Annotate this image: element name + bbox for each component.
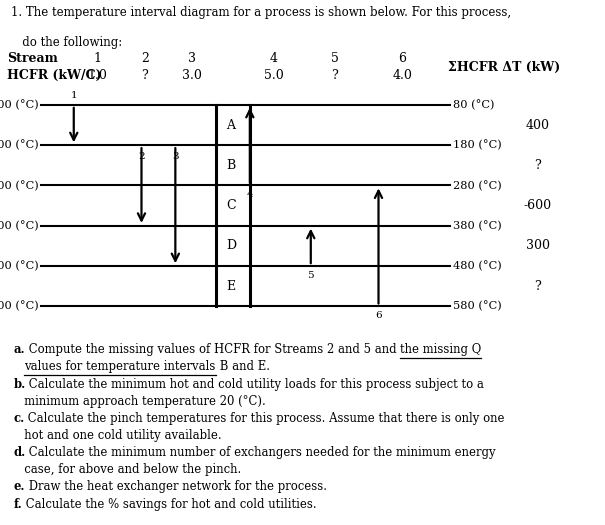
Text: a.: a.: [13, 343, 25, 356]
Text: 4: 4: [246, 191, 253, 200]
Text: Calculate the minimum hot and cold utility loads for this process subject to a: Calculate the minimum hot and cold utili…: [25, 377, 485, 391]
Text: 5: 5: [307, 271, 314, 280]
Text: D: D: [226, 239, 236, 253]
Text: 1.0: 1.0: [88, 69, 108, 82]
Text: hot and one cold utility available.: hot and one cold utility available.: [13, 429, 222, 442]
Text: 3: 3: [172, 152, 178, 161]
Text: 5.0: 5.0: [264, 69, 283, 82]
Text: 1: 1: [93, 52, 102, 65]
Text: 1. The temperature interval diagram for a process is shown below. For this proce: 1. The temperature interval diagram for …: [11, 6, 511, 18]
Text: 500 (°C): 500 (°C): [0, 261, 39, 271]
Text: minimum approach temperature 20 (°C).: minimum approach temperature 20 (°C).: [13, 395, 266, 408]
Text: 4: 4: [270, 52, 278, 65]
Text: Calculate the % savings for hot and cold utilities.: Calculate the % savings for hot and cold…: [22, 498, 316, 511]
Text: Draw the heat exchanger network for the process.: Draw the heat exchanger network for the …: [25, 480, 327, 493]
Text: 200 (°C): 200 (°C): [0, 140, 39, 151]
Text: 380 (°C): 380 (°C): [453, 220, 502, 231]
Text: 2: 2: [141, 52, 149, 65]
Text: A: A: [226, 119, 235, 132]
Text: d.: d.: [13, 446, 25, 459]
Text: 400 (°C): 400 (°C): [0, 220, 39, 231]
Text: case, for above and below the pinch.: case, for above and below the pinch.: [13, 463, 241, 476]
Text: 100 (°C): 100 (°C): [0, 100, 39, 110]
Text: 3.0: 3.0: [182, 69, 202, 82]
Text: 180 (°C): 180 (°C): [453, 140, 502, 151]
Text: 300 (°C): 300 (°C): [0, 180, 39, 191]
Text: -600: -600: [523, 199, 552, 212]
Text: ?: ?: [534, 280, 541, 293]
Text: 80 (°C): 80 (°C): [453, 100, 494, 110]
Text: Calculate the pinch temperatures for this process. Assume that there is only one: Calculate the pinch temperatures for thi…: [24, 412, 505, 425]
Text: Compute the missing values of HCFR for Streams 2 and 5 and: Compute the missing values of HCFR for S…: [25, 343, 401, 356]
Text: values for temperature intervals: values for temperature intervals: [24, 361, 216, 373]
Text: 5: 5: [330, 52, 338, 65]
Text: ?: ?: [142, 69, 148, 82]
Text: the missing Q: the missing Q: [401, 343, 482, 356]
Text: B: B: [226, 159, 235, 172]
Text: HCFR (kW/C): HCFR (kW/C): [7, 69, 102, 82]
Text: e.: e.: [13, 480, 25, 493]
Text: do the following:: do the following:: [11, 36, 122, 49]
Text: 1: 1: [70, 91, 77, 100]
Text: 300: 300: [526, 239, 549, 253]
Text: 3: 3: [188, 52, 196, 65]
Text: c.: c.: [13, 412, 24, 425]
Text: ΣHCFR ΔT (kW): ΣHCFR ΔT (kW): [448, 61, 560, 74]
Text: 580 (°C): 580 (°C): [453, 301, 502, 312]
Text: f.: f.: [13, 498, 22, 511]
Text: 600 (°C): 600 (°C): [0, 301, 39, 312]
Text: ?: ?: [331, 69, 338, 82]
Text: b.: b.: [13, 377, 25, 391]
Text: 6: 6: [398, 52, 406, 65]
Text: 400: 400: [526, 119, 549, 132]
Text: C: C: [226, 199, 236, 212]
Text: E: E: [226, 280, 235, 293]
Text: Calculate the minimum number of exchangers needed for the minimum energy: Calculate the minimum number of exchange…: [25, 446, 496, 459]
Text: ?: ?: [534, 159, 541, 172]
Text: B and E.: B and E.: [216, 361, 270, 373]
Text: 6: 6: [375, 311, 382, 320]
Text: 4.0: 4.0: [392, 69, 412, 82]
Text: 480 (°C): 480 (°C): [453, 261, 502, 271]
Text: Stream: Stream: [7, 52, 58, 65]
Text: 2: 2: [138, 152, 145, 161]
Text: 280 (°C): 280 (°C): [453, 180, 502, 191]
